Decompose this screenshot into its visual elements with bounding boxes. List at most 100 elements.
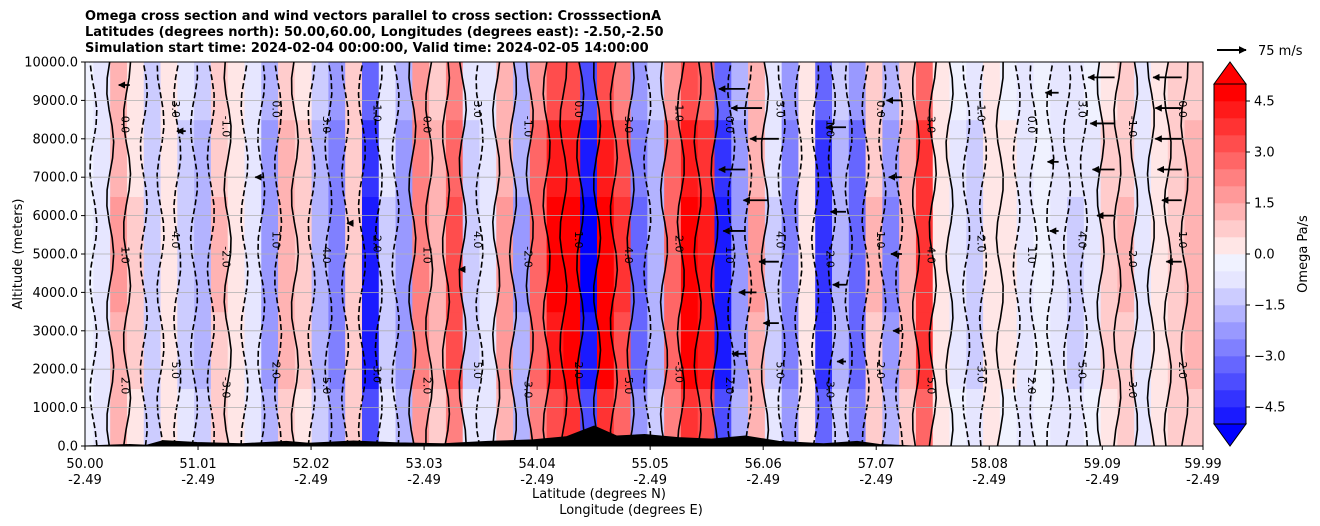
omega-cell: [244, 62, 262, 121]
omega-cell: [1016, 388, 1035, 446]
omega-cell: [429, 62, 447, 121]
omega-cell: [848, 311, 867, 389]
contour-label: 5.0: [773, 362, 786, 380]
omega-cell: [580, 119, 598, 197]
omega-cell: [361, 62, 380, 121]
omega-cell: [546, 62, 565, 121]
contour-label: 1.0: [723, 246, 736, 263]
omega-cell: [85, 388, 94, 446]
colorbar-level: [1214, 271, 1246, 289]
omega-cell: [983, 388, 1001, 446]
omega-cell: [748, 311, 766, 389]
omega-cell: [664, 388, 682, 446]
colorbar-level: [1214, 305, 1246, 323]
contour-label: -3.0: [975, 362, 988, 383]
x-tick-label-lon: -2.49: [746, 473, 780, 488]
contour-label: 5.0: [320, 377, 333, 395]
omega-cell: [899, 62, 917, 121]
colorbar-level: [1214, 101, 1246, 119]
colorbar-level: [1214, 407, 1246, 425]
contour-label: 1.0: [421, 246, 434, 263]
terrain-profile: [85, 425, 1203, 446]
colorbar-level: [1214, 203, 1246, 221]
contour-label: -2.0: [370, 231, 383, 252]
contour-label: -1.0: [975, 100, 988, 121]
omega-cell: [630, 62, 648, 121]
colorbar-level: [1214, 390, 1246, 408]
omega-cell: [1050, 119, 1068, 197]
contour-label: 1.0: [874, 231, 887, 249]
y-tick-label: 10000.0: [24, 56, 78, 71]
omega-cell: [999, 388, 1018, 446]
omega-cell: [1067, 388, 1085, 446]
colorbar-level: [1214, 186, 1246, 204]
contour-label: 2.0: [119, 377, 132, 395]
omega-cell: [915, 62, 934, 121]
contour-label: 0.0: [421, 116, 434, 134]
contour-label: -1.0: [824, 116, 837, 137]
x-tick-label-lon: -2.49: [520, 473, 554, 488]
contour-label: 5.0: [1075, 362, 1088, 380]
x-tick-label-lat: 53.03: [405, 457, 442, 472]
omega-cell: [496, 62, 514, 121]
omega-cell: [798, 62, 816, 121]
contour-label: -2.0: [1126, 246, 1139, 267]
omega-cell: [848, 62, 867, 121]
omega-cell: [1033, 62, 1051, 121]
omega-cell: [85, 311, 94, 389]
colorbar-level: [1214, 152, 1246, 170]
colorbar-level: [1214, 254, 1246, 272]
contour-label: -1.0: [370, 100, 383, 121]
colorbar-level: [1214, 373, 1246, 391]
omega-cell: [647, 119, 665, 197]
x-tick-label-lat: 59.99: [1184, 457, 1221, 472]
omega-cell: [815, 388, 833, 446]
y-tick-label: 0.0: [57, 440, 78, 455]
omega-cell: [899, 388, 917, 446]
colorbar-tick-label: −3.0: [1254, 350, 1286, 365]
contour-label: 3.0: [471, 100, 484, 118]
contour-label: -3.0: [370, 362, 383, 383]
omega-cell: [160, 62, 178, 121]
omega-cell: [294, 62, 313, 121]
contour-label: 0.0: [270, 100, 283, 118]
omega-cell: [261, 388, 279, 446]
y-tick-label: 2000.0: [33, 363, 79, 378]
contour-label: 4.0: [773, 231, 786, 249]
contour-label: 3.0: [622, 116, 635, 134]
colorbar-min-extension: [1213, 423, 1247, 447]
omega-cell: [445, 62, 464, 121]
omega-cell: [227, 388, 246, 446]
omega-cell: [1050, 311, 1068, 389]
colorbar-max-extension: [1213, 61, 1247, 85]
omega-cell: [513, 62, 531, 121]
contour-label: 4.0: [320, 246, 333, 263]
omega-cell: [1050, 62, 1068, 121]
contour-label: 3.0: [773, 100, 786, 118]
omega-cell: [999, 311, 1018, 389]
x-tick-label-lon: -2.49: [68, 473, 102, 488]
colorbar-level: [1214, 135, 1246, 153]
omega-cell: [647, 388, 665, 446]
contour-label: 1.0: [1176, 231, 1189, 249]
omega-cell: [126, 388, 145, 446]
contour-label: -3.0: [1126, 377, 1139, 398]
omega-cell: [1117, 388, 1135, 446]
omega-cell: [613, 62, 632, 121]
colorbar-tick-label: 3.0: [1254, 146, 1275, 161]
y-axis-label: Altitude (meters): [11, 199, 26, 310]
omega-cell: [177, 62, 195, 121]
x-axis-label-latitude: Latitude (degrees N): [532, 487, 666, 502]
omega-cell: [244, 388, 262, 446]
y-tick-label: 6000.0: [33, 209, 79, 224]
omega-cell: [194, 311, 212, 389]
y-tick-label: 4000.0: [33, 286, 79, 301]
x-axis-ticks: 50.00-2.4951.01-2.4952.02-2.4953.03-2.49…: [66, 446, 1222, 488]
y-tick-label: 3000.0: [33, 324, 79, 339]
colorbar-tick-label: −4.5: [1254, 401, 1286, 416]
omega-cell: [1184, 388, 1203, 446]
contour-label: 1.0: [572, 231, 585, 249]
colorbar-level: [1214, 339, 1246, 357]
wind-vectors: [118, 73, 1182, 366]
